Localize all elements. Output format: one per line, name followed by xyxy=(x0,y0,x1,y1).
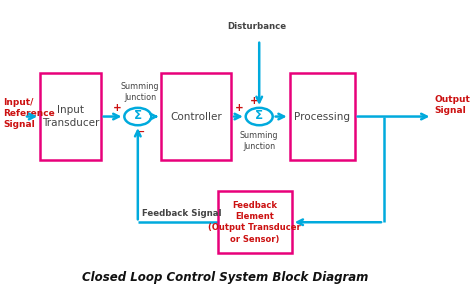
Text: Output
Signal: Output Signal xyxy=(435,95,470,115)
Text: Summing
Junction: Summing Junction xyxy=(240,131,278,151)
Text: +: + xyxy=(250,97,259,107)
Circle shape xyxy=(124,108,151,125)
FancyBboxPatch shape xyxy=(40,73,101,160)
Text: Feedback
Element
(Output Transducer
or Sensor): Feedback Element (Output Transducer or S… xyxy=(209,200,301,244)
Text: Disturbance: Disturbance xyxy=(228,22,286,31)
Text: Σ: Σ xyxy=(255,109,263,122)
Text: Summing
Junction: Summing Junction xyxy=(121,82,159,102)
Text: Feedback Signal: Feedback Signal xyxy=(143,209,222,218)
Circle shape xyxy=(246,108,273,125)
Text: Controller: Controller xyxy=(170,111,222,122)
Text: Processing: Processing xyxy=(294,111,350,122)
FancyBboxPatch shape xyxy=(218,191,292,253)
FancyBboxPatch shape xyxy=(162,73,231,160)
Text: +: + xyxy=(235,103,243,113)
Text: −: − xyxy=(136,127,145,136)
Text: +: + xyxy=(113,103,122,113)
FancyBboxPatch shape xyxy=(290,73,355,160)
Text: Input
Transducer: Input Transducer xyxy=(42,105,99,128)
Text: Input/
Reference
Signal: Input/ Reference Signal xyxy=(3,98,55,129)
Text: Closed Loop Control System Block Diagram: Closed Loop Control System Block Diagram xyxy=(82,271,369,284)
Text: Σ: Σ xyxy=(134,109,142,122)
